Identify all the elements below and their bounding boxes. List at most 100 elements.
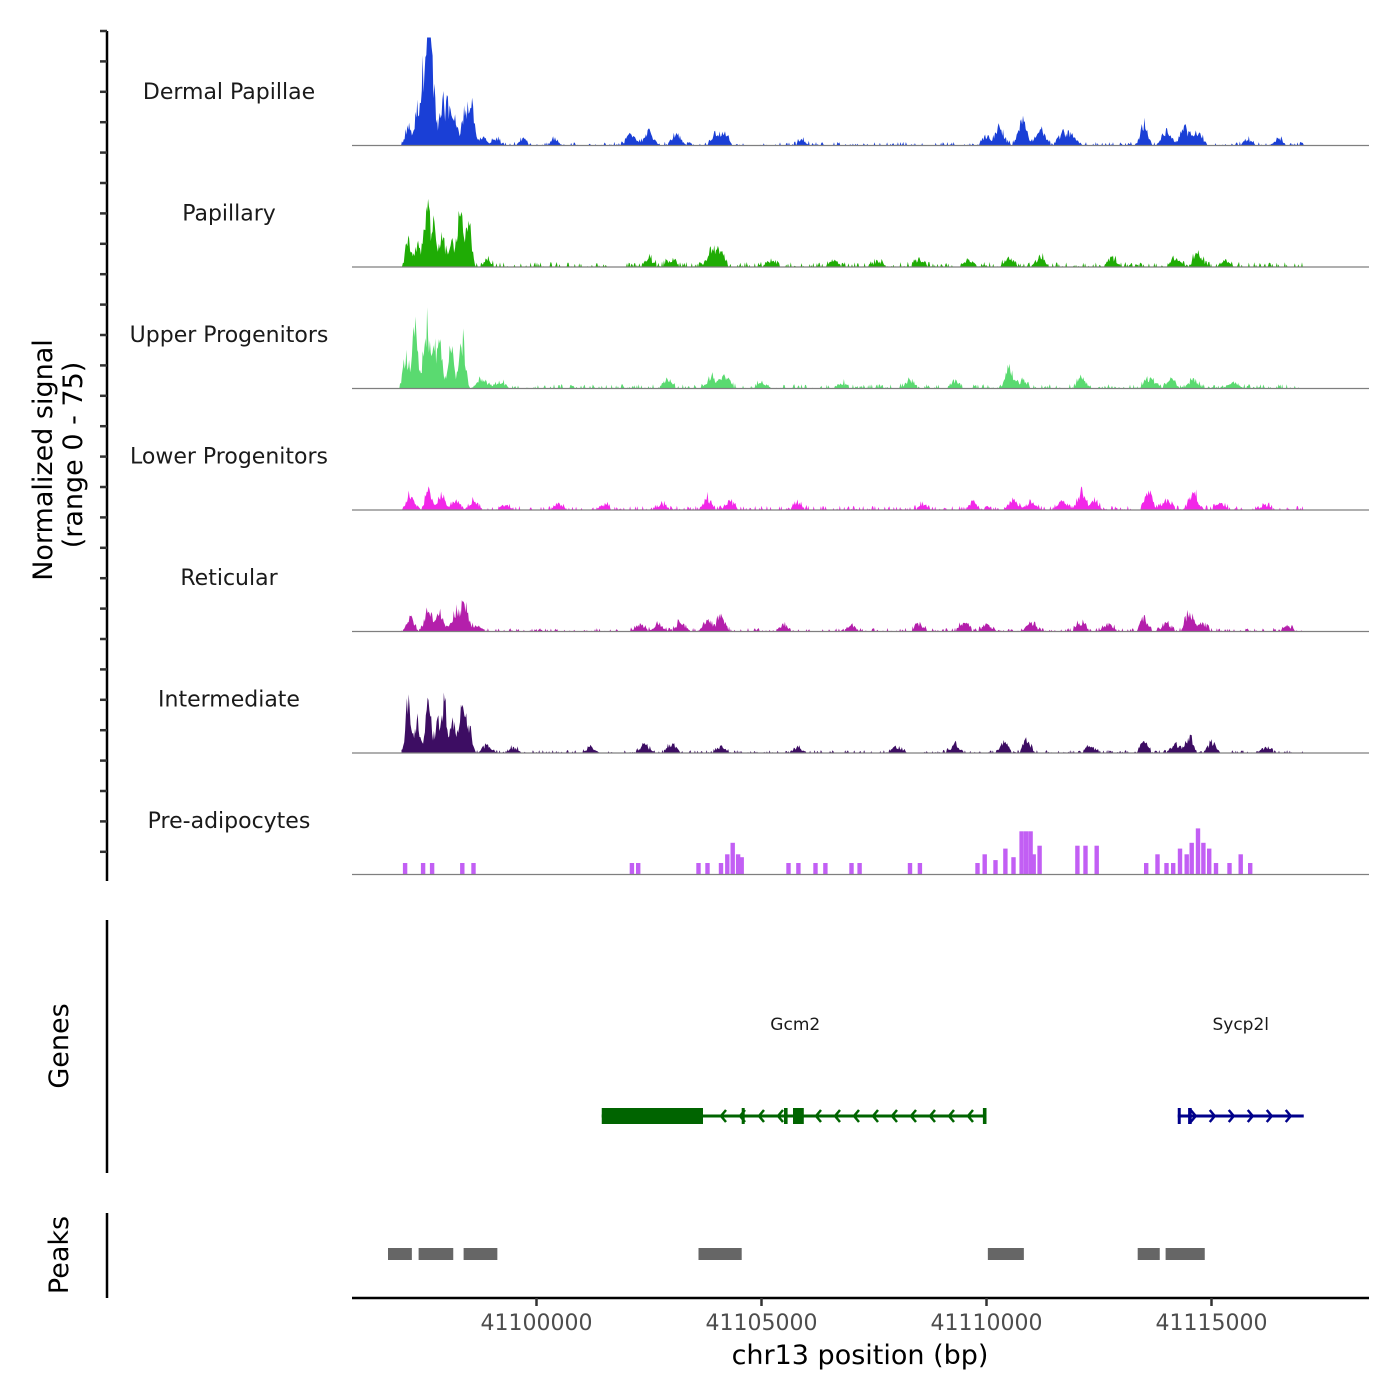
strand-arrow <box>947 1109 955 1123</box>
signal-bar <box>1238 854 1243 875</box>
signal-bar <box>1144 863 1149 875</box>
signal-bar <box>1195 828 1201 875</box>
strand-arrow <box>852 1109 860 1123</box>
gene-exon <box>601 1108 703 1124</box>
strand-arrow <box>1284 1109 1293 1123</box>
strand-arrow <box>719 1109 727 1123</box>
strand-arrow <box>871 1109 879 1123</box>
signal-bar <box>1189 842 1194 875</box>
signal-bar <box>1227 863 1232 875</box>
signal-area <box>399 37 1304 146</box>
signal-bar <box>1171 863 1176 875</box>
signal-bar <box>696 863 701 875</box>
signal-bar <box>1011 857 1016 875</box>
signal-bar <box>420 863 426 875</box>
signal-bar <box>718 863 724 875</box>
signal-y-ticks <box>100 29 107 854</box>
strand-arrow <box>909 1109 917 1123</box>
signal-bar <box>735 854 741 875</box>
gene-exon <box>741 1108 745 1124</box>
x-tick-label: 41100000 <box>481 1311 593 1336</box>
track-label: Dermal Papillae <box>143 80 315 105</box>
signal-bar <box>813 863 818 875</box>
track-pre-adipocytes <box>352 828 1369 876</box>
signal-bar <box>907 863 913 875</box>
signal-bar <box>1184 854 1189 875</box>
signal-bar <box>1164 863 1169 875</box>
track-upper-progenitors <box>352 307 1369 390</box>
gene-label: Sycp2l <box>1212 1015 1269 1035</box>
peak-track <box>388 1248 1205 1260</box>
track-label: Upper Progenitors <box>130 323 329 348</box>
signal-bar <box>471 863 476 875</box>
signal-bar <box>1213 863 1219 875</box>
track-label: Papillary <box>182 202 276 227</box>
track-lower-progenitors <box>352 486 1369 511</box>
peaks-panel-label: Peaks <box>44 1216 75 1294</box>
signal-bar <box>917 863 923 875</box>
signal-area <box>399 307 1304 389</box>
genes-panel-label: Genes <box>44 1003 75 1088</box>
peak-region <box>698 1248 742 1260</box>
peak-region <box>463 1248 498 1260</box>
signal-bar <box>1019 831 1024 875</box>
y-axis-label: Normalized signal <box>28 339 59 581</box>
signal-bar <box>429 863 435 875</box>
track-label: Lower Progenitors <box>130 445 328 470</box>
signal-bar <box>849 863 854 875</box>
signal-bar <box>982 854 987 875</box>
track-intermediate <box>352 692 1369 754</box>
signal-bar <box>1003 848 1008 875</box>
y-axis-range-label: (range 0 - 75) <box>58 362 89 549</box>
peak-region <box>418 1248 454 1260</box>
gene-gcm2: Gcm2 <box>601 1015 987 1124</box>
track-reticular <box>352 600 1369 633</box>
strand-arrow <box>738 1109 746 1123</box>
signal-bar <box>1155 854 1160 875</box>
x-tick-label: 41110000 <box>931 1311 1043 1336</box>
signal-bar <box>629 863 635 875</box>
strand-arrow <box>1246 1109 1255 1123</box>
signal-bar <box>1201 842 1206 875</box>
signal-bar <box>402 863 408 875</box>
signal-area <box>401 692 1304 753</box>
x-tick-label: 41115000 <box>1156 1311 1268 1336</box>
gene-sycp2l: Sycp2l <box>1177 1015 1304 1124</box>
x-tick-label: 41105000 <box>706 1311 818 1336</box>
signal-bar <box>1177 848 1183 875</box>
signal-tracks: Dermal Papillae Papillary Upper Progenitor… <box>130 37 1369 876</box>
signal-area <box>401 600 1302 632</box>
signal-area <box>401 486 1304 510</box>
strand-arrow <box>776 1109 784 1123</box>
signal-bar <box>730 842 735 875</box>
strand-arrow <box>814 1109 822 1123</box>
track-label: Intermediate <box>158 688 300 713</box>
signal-bar <box>823 863 828 875</box>
strand-arrow <box>1265 1109 1274 1123</box>
track-dermal-papillae <box>352 37 1369 147</box>
track-label: Pre-adipocytes <box>148 809 311 834</box>
signal-bar <box>725 854 730 875</box>
gene-track: Gcm2 Sycp2l <box>601 1015 1304 1124</box>
signal-bar <box>786 863 791 875</box>
signal-bar <box>1075 845 1080 875</box>
strand-arrow <box>966 1109 974 1123</box>
gene-exon <box>1177 1108 1181 1124</box>
peak-region <box>1137 1248 1160 1260</box>
gene-exon <box>1188 1108 1192 1124</box>
signal-bar <box>993 860 998 875</box>
signal-bar <box>739 857 744 875</box>
signal-bar <box>1023 831 1029 875</box>
strand-arrow <box>757 1109 765 1123</box>
strand-arrow <box>795 1109 803 1123</box>
strand-arrow <box>1227 1109 1236 1123</box>
gene-label: Gcm2 <box>770 1015 820 1035</box>
strand-arrow <box>1189 1109 1198 1123</box>
signal-bar <box>1094 845 1099 875</box>
track-papillary <box>352 198 1369 268</box>
signal-bar <box>705 863 710 875</box>
x-axis-label: chr13 position (bp) <box>732 1340 989 1371</box>
peak-region <box>1165 1248 1205 1260</box>
strand-arrow <box>928 1109 936 1123</box>
